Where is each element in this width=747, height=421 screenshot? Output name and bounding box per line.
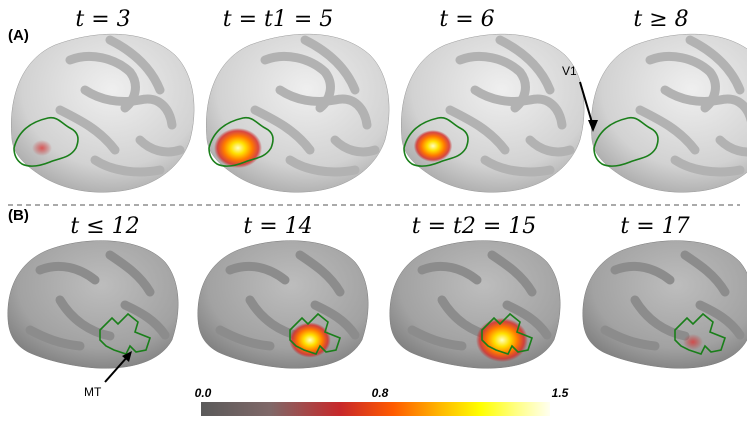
mt-arrow-head (122, 351, 132, 362)
sulcus-2 (495, 35, 555, 95)
mt-outline (289, 312, 341, 355)
brain-lateral-4 (582, 240, 747, 369)
panel-b-title-1: t ≤ 12 (70, 214, 139, 239)
sulcus-3 (630, 295, 690, 341)
panel-a-label: (A) (8, 27, 29, 44)
sulcus-5 (330, 135, 380, 157)
brain-medial-2 (206, 33, 390, 193)
brain-medial-3 (401, 33, 585, 193)
sulcus-3 (80, 85, 177, 130)
colorbar-tick-max: 1.5 (552, 386, 569, 400)
sulcus-2 (105, 250, 155, 297)
colorbar-tick-mid: 0.8 (372, 386, 389, 400)
sulcus-1 (417, 261, 482, 285)
sulcus-5 (525, 135, 575, 157)
sulcus-2 (685, 35, 745, 95)
sulcus-6 (480, 155, 555, 177)
panel-b-title-3: t = t2 = 15 (412, 214, 537, 239)
sulcus-4 (635, 105, 700, 155)
sulcus-2 (295, 250, 345, 297)
sulcus-1 (610, 261, 675, 285)
sulcus-5 (600, 325, 660, 351)
sulcus-6 (285, 155, 360, 177)
mt-outline (481, 312, 533, 355)
v1-arrow-head (588, 120, 598, 132)
sulcus-5 (25, 325, 85, 351)
sulcus-2 (680, 250, 730, 297)
activation-blob (476, 318, 528, 362)
sulcus-3 (55, 295, 115, 341)
activation-blob (683, 334, 703, 350)
sulcus-2 (300, 35, 360, 95)
sulcus-4 (445, 105, 510, 155)
sulcus-3 (660, 85, 747, 123)
activation-blob (413, 130, 453, 162)
sulcus-4 (502, 300, 552, 340)
colorbar (201, 402, 550, 416)
sulcus-4 (310, 300, 360, 340)
panel-b-title-4: t = 17 (620, 214, 689, 239)
panel-a-title-1: t = 3 (75, 7, 130, 32)
sulcus-5 (135, 135, 185, 157)
sulcus-4 (55, 105, 120, 155)
v1-outline (13, 116, 79, 167)
brain-medial-4 (591, 33, 747, 193)
sulcus-4 (120, 300, 170, 340)
sulcus-2 (105, 35, 165, 95)
panel-b-title-2: t = 14 (243, 214, 312, 239)
sulcus-5 (715, 135, 747, 157)
brain-lateral-1 (7, 240, 179, 369)
v1-arrow (579, 81, 594, 127)
sulcus-3 (470, 85, 567, 130)
sulcus-6 (670, 155, 745, 177)
sulcus-3 (275, 85, 372, 130)
v1-annotation: V1 (562, 64, 577, 78)
sulcus-1 (225, 261, 290, 285)
sulcus-1 (35, 261, 100, 285)
sulcus-4 (695, 300, 745, 340)
brain-lateral-3 (389, 240, 561, 369)
activation-blob (289, 322, 331, 358)
brain-surface (582, 240, 747, 369)
panel-b-label: (B) (8, 207, 29, 224)
panel-a-title-4: t ≥ 8 (633, 7, 688, 32)
sulcus-5 (215, 325, 275, 351)
v1-outline (593, 116, 659, 167)
brain-medial-1 (11, 33, 195, 193)
panel-a-title-3: t = 6 (439, 7, 494, 32)
brain-surface (7, 240, 179, 369)
activation-blob (214, 128, 262, 168)
sulcus-5 (407, 325, 467, 351)
brain-surface (197, 240, 369, 369)
mt-arrow (104, 355, 129, 383)
colorbar-tick-min: 0.0 (195, 386, 212, 400)
sulcus-2 (487, 250, 537, 297)
brain-surface (389, 240, 561, 369)
v1-outline (403, 116, 469, 167)
sulcus-4 (250, 105, 315, 155)
panel-a-title-2: t = t1 = 5 (223, 7, 334, 32)
brain-lateral-2 (197, 240, 369, 369)
mt-outline (99, 312, 151, 355)
activation-blob (32, 140, 52, 156)
mt-outline (674, 312, 726, 355)
sulcus-6 (90, 155, 165, 177)
mt-annotation: MT (84, 385, 102, 399)
v1-outline (208, 116, 274, 167)
